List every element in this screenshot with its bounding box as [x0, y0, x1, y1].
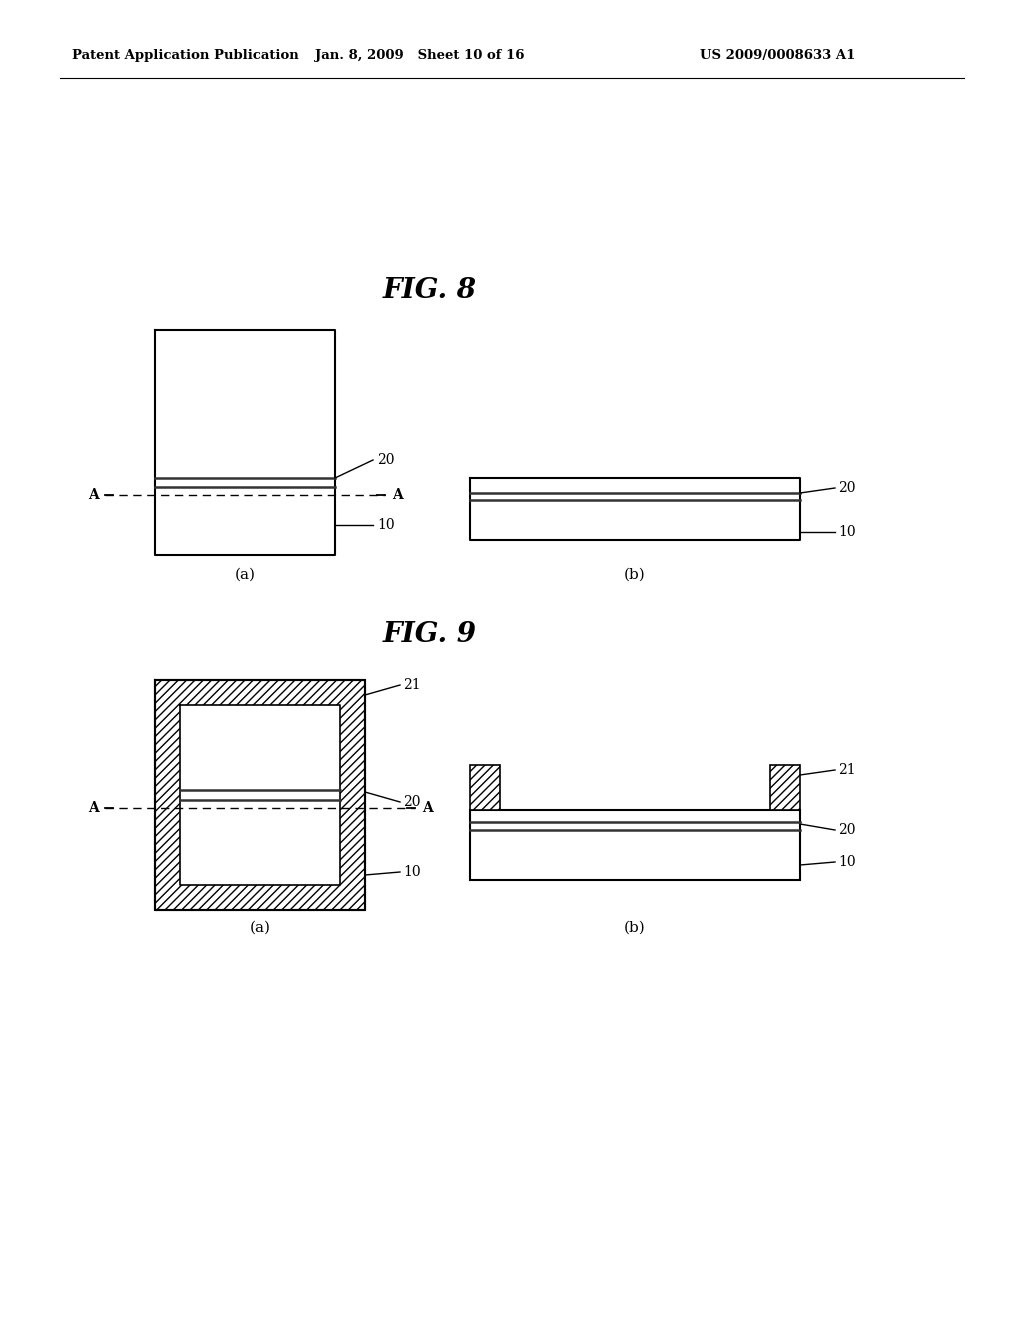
Text: 10: 10	[838, 525, 856, 539]
Text: 10: 10	[838, 855, 856, 869]
Text: 10: 10	[377, 517, 394, 532]
Text: (b): (b)	[624, 921, 646, 935]
Text: (a): (a)	[250, 921, 270, 935]
Text: FIG. 8: FIG. 8	[383, 276, 477, 304]
Text: Patent Application Publication: Patent Application Publication	[72, 49, 299, 62]
Text: 20: 20	[838, 822, 855, 837]
Text: FIG. 9: FIG. 9	[383, 622, 477, 648]
Text: 20: 20	[377, 453, 394, 467]
Text: 21: 21	[403, 678, 421, 692]
Bar	[770, 766, 800, 810]
Text: 20: 20	[403, 795, 421, 809]
Text: A: A	[391, 488, 402, 502]
Bar	[470, 766, 500, 810]
Bar	[180, 705, 340, 884]
Text: A: A	[422, 801, 432, 814]
Text: A: A	[88, 801, 98, 814]
Bar	[470, 810, 800, 880]
Text: Jan. 8, 2009   Sheet 10 of 16: Jan. 8, 2009 Sheet 10 of 16	[315, 49, 524, 62]
Text: A: A	[88, 488, 98, 502]
Text: (b): (b)	[624, 568, 646, 582]
Text: 10: 10	[403, 865, 421, 879]
Text: 20: 20	[838, 480, 855, 495]
Text: US 2009/0008633 A1: US 2009/0008633 A1	[700, 49, 855, 62]
Bar	[155, 680, 365, 909]
Text: 21: 21	[838, 763, 856, 777]
Text: (a): (a)	[234, 568, 256, 582]
